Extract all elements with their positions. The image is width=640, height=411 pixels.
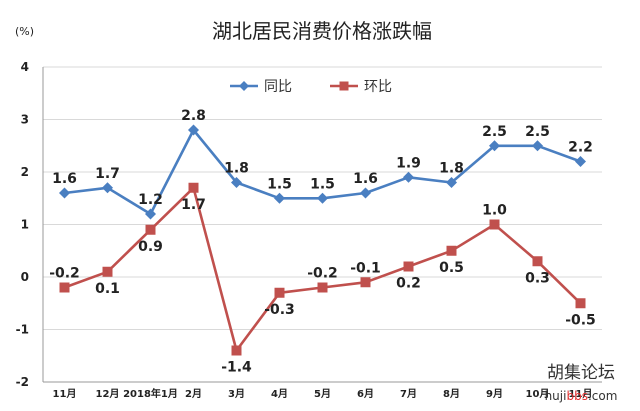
data-label: -0.2 xyxy=(49,266,80,282)
series-yoy: 1.6 1.7 1.2 2.8 1.8 1.5 1.5 1.6 1.9 1.8 2.5 2.5 2.2 xyxy=(52,108,593,220)
x-axis: 11月 12月 2018年1月 2月 3月 4月 5月 6月 7月 8月 9月 10月 11月 xyxy=(43,381,602,400)
data-point xyxy=(59,282,70,293)
x-tick-label: 11月 xyxy=(53,388,77,400)
data-point xyxy=(446,245,457,256)
data-label: 1.8 xyxy=(224,161,249,177)
data-point xyxy=(188,124,199,136)
watermark: 胡集论坛 hujibbs.com xyxy=(545,363,618,403)
data-point xyxy=(575,298,586,309)
x-tick-label: 11月 xyxy=(569,388,593,400)
y-tick-label: 4 xyxy=(21,60,29,74)
data-point xyxy=(145,224,156,235)
data-label: 2.5 xyxy=(482,124,507,140)
data-label: 1.9 xyxy=(396,155,421,171)
gridlines xyxy=(43,66,602,383)
y-tick-label: 2 xyxy=(21,165,29,179)
data-point xyxy=(102,266,113,277)
data-label: 1.5 xyxy=(267,176,292,192)
x-tick-label: 5月 xyxy=(314,388,331,400)
x-tick-label: 7月 xyxy=(400,388,417,400)
legend-label: 环比 xyxy=(364,79,392,95)
y-axis: -2 -1 0 1 2 3 4 xyxy=(16,60,44,389)
x-tick-label: 4月 xyxy=(271,388,288,400)
data-point xyxy=(102,182,113,194)
data-point xyxy=(317,282,328,293)
data-label: 2.5 xyxy=(525,124,550,140)
data-label: 2.8 xyxy=(181,108,206,124)
data-point xyxy=(446,177,457,188)
x-tick-label: 2018年1月 xyxy=(123,387,178,400)
x-tick-label: 6月 xyxy=(357,388,374,400)
data-label: 0.3 xyxy=(525,270,550,286)
legend-item: 环比 xyxy=(330,79,392,95)
series-mom: -0.2 0.1 0.9 1.7 -1.4 -0.3 -0.2 -0.1 0.2 0.5 1.0 0.… xyxy=(49,182,596,376)
data-label: 0.9 xyxy=(138,239,163,255)
data-point xyxy=(231,177,242,188)
watermark-main: 胡集论坛 xyxy=(547,363,615,383)
data-label: -0.1 xyxy=(350,260,381,276)
y-tick-label: -2 xyxy=(16,375,29,389)
y-tick-label: 1 xyxy=(21,218,29,232)
y-tick-label: 3 xyxy=(21,113,29,127)
x-tick-label: 2月 xyxy=(185,388,202,400)
data-point xyxy=(274,192,285,204)
x-tick-label: 12月 xyxy=(96,388,120,400)
x-tick-label: 10月 xyxy=(526,388,550,400)
data-label: 1.2 xyxy=(138,192,163,208)
data-label: 2.2 xyxy=(568,140,593,156)
legend: 同比 环比 xyxy=(230,79,392,95)
data-point xyxy=(231,345,242,356)
data-point xyxy=(403,171,414,183)
legend-label: 同比 xyxy=(264,79,292,95)
data-label: 1.6 xyxy=(353,171,378,187)
data-label: 0.5 xyxy=(439,260,464,276)
legend-item: 同比 xyxy=(230,79,292,95)
series-layer: 1.6 1.7 1.2 2.8 1.8 1.5 1.5 1.6 1.9 1.8 2.5 2.5 2.2 -… xyxy=(49,108,596,376)
data-point xyxy=(274,287,285,298)
data-label: 1.6 xyxy=(52,171,77,187)
legend-marker xyxy=(239,81,249,91)
x-tick-label: 9月 xyxy=(486,388,503,400)
data-label: 0.2 xyxy=(396,276,421,292)
x-tick-label: 3月 xyxy=(228,388,245,400)
data-label: -0.3 xyxy=(264,302,295,318)
data-label: -0.2 xyxy=(307,266,338,282)
y-tick-label: -1 xyxy=(16,323,29,337)
data-point xyxy=(489,219,500,230)
data-point xyxy=(489,140,500,152)
data-point xyxy=(575,156,586,167)
data-point xyxy=(532,256,543,267)
data-point xyxy=(360,187,371,199)
data-point xyxy=(403,261,414,272)
data-label: -1.4 xyxy=(221,360,252,376)
data-label: -0.5 xyxy=(565,312,596,328)
data-point xyxy=(317,192,328,204)
data-label: 1.7 xyxy=(181,197,206,213)
data-point xyxy=(360,277,371,288)
data-label: 1.8 xyxy=(439,161,464,177)
data-point xyxy=(532,140,543,152)
data-label: 1.0 xyxy=(482,203,507,219)
data-point xyxy=(59,187,70,199)
data-point xyxy=(145,208,156,220)
y-unit-label: (%) xyxy=(15,25,34,38)
x-tick-label: 8月 xyxy=(443,388,460,400)
legend-marker xyxy=(339,81,349,91)
y-tick-label: 0 xyxy=(21,270,29,284)
data-label: 1.7 xyxy=(95,166,120,182)
data-label: 0.1 xyxy=(95,281,120,297)
watermark-sub: hujibbs.com xyxy=(545,389,618,403)
data-label: 1.5 xyxy=(310,176,335,192)
data-point xyxy=(188,182,199,193)
chart-title: 湖北居民消费价格涨跌幅 xyxy=(212,19,432,43)
